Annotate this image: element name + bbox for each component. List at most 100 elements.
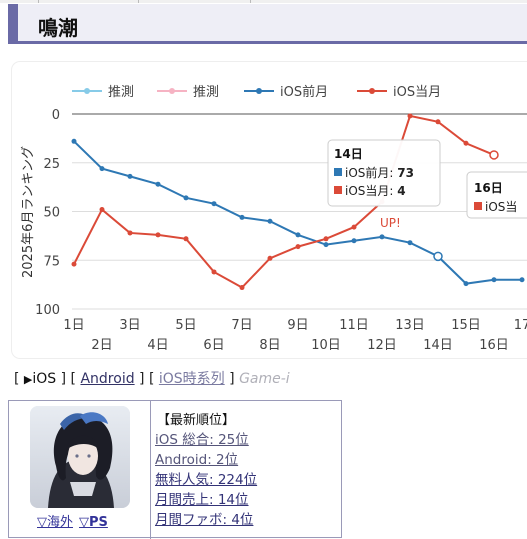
tooltip-swatch <box>474 202 482 210</box>
overseas-link[interactable]: ▽海外 <box>37 515 73 530</box>
x-tick-label: 3日 <box>119 318 140 333</box>
x-tick-label: 7日 <box>231 318 252 333</box>
tab-ios-series[interactable]: iOS時系列 <box>158 371 225 387</box>
data-point <box>407 113 413 119</box>
legend-label-2: iOS前月 <box>280 84 328 100</box>
tab-ios[interactable]: iOS <box>32 371 57 387</box>
data-point <box>183 236 189 242</box>
latest-rank-heading: 【最新順位】 <box>157 413 236 428</box>
tooltip-row: iOS当月: 4 <box>345 184 406 198</box>
rank-item: 月間売上: 14位 <box>155 490 257 510</box>
data-point <box>183 195 189 201</box>
x-tick-label: 1日 <box>63 318 84 333</box>
rank-free-link[interactable]: 無料人気: 224位 <box>155 472 258 488</box>
tab-android[interactable]: Android <box>80 371 135 387</box>
x-tick-label: 12日 <box>367 338 397 353</box>
tooltip-row: iOS前月: 73 <box>345 165 414 180</box>
x-tick-label: 16日 <box>479 338 509 353</box>
data-point <box>127 173 133 179</box>
y-tick-label: 100 <box>35 303 60 318</box>
data-point <box>295 244 301 250</box>
data-point <box>99 166 105 172</box>
data-point <box>519 277 525 283</box>
tooltip-title: 16日 <box>474 181 503 195</box>
rank-ios-overall-link[interactable]: iOS 総合: 25位 <box>155 432 249 448</box>
series-line-1 <box>73 114 495 289</box>
tab-bracket: ] <box>224 371 240 387</box>
data-point <box>239 214 245 220</box>
ranking-chart-panel: 推測 推測 iOS前月 iOS当月 0 25 50 75 100 2025年6月ランキング 1日 3日… <box>12 62 527 358</box>
tooltip-14 <box>327 139 441 207</box>
game-character-image[interactable] <box>30 406 130 508</box>
region-links: ▽海外 ▽PS <box>37 511 108 530</box>
platform-tabs: [ ▶iOS ] [ Android ] [ iOS時系列 ] Game-i <box>14 368 290 388</box>
legend-label-3: iOS当月 <box>393 85 441 100</box>
data-point <box>491 277 497 283</box>
data-point <box>211 269 217 275</box>
data-point <box>239 285 245 291</box>
data-point <box>155 232 161 238</box>
x-tick-label: 13日 <box>395 318 425 333</box>
rank-item: Android: 2位 <box>155 450 257 470</box>
legend-marker-1 <box>169 88 175 94</box>
data-point <box>463 281 469 287</box>
x-tick-label: 8日 <box>259 338 280 353</box>
data-point <box>433 251 443 262</box>
data-point <box>127 230 133 236</box>
tooltip-row: iOS当 <box>485 200 517 214</box>
x-tick-label: 9日 <box>287 318 308 333</box>
data-point <box>489 150 499 160</box>
x-tick-label: 10日 <box>311 338 341 353</box>
rank-list: iOS 総合: 25位 Android: 2位 無料人気: 224位 月間売上:… <box>155 430 257 530</box>
rank-monthly-sales-link[interactable]: 月間売上: 14位 <box>155 492 249 508</box>
legend-marker-3 <box>369 88 375 94</box>
legend-marker-2 <box>256 88 262 94</box>
tooltip-16 <box>466 171 527 219</box>
data-point <box>267 218 273 224</box>
rank-item: iOS 総合: 25位 <box>155 430 257 450</box>
up-annotation: UP! <box>380 216 401 230</box>
data-point <box>463 140 469 146</box>
x-tick-label: 4日 <box>147 338 168 353</box>
page-header: 鳴潮 <box>8 4 527 44</box>
data-point <box>379 234 385 240</box>
data-point <box>407 240 413 246</box>
y-tick-label: 75 <box>43 254 60 269</box>
y-axis-label: 2025年6月ランキング <box>21 146 36 278</box>
legend-label-0: 推測 <box>108 85 134 100</box>
x-tick-label: 2日 <box>91 338 112 353</box>
data-point <box>211 201 217 207</box>
ps-link[interactable]: ▽PS <box>79 515 108 530</box>
rank-item: 月間ファボ: 4位 <box>155 510 257 530</box>
tab-bracket: [ <box>14 371 24 387</box>
x-tick-label: 15日 <box>451 318 481 333</box>
selected-marker-icon: ▶ <box>23 373 33 386</box>
table-divider <box>150 401 151 539</box>
x-tick-label: 5日 <box>175 318 196 333</box>
data-point <box>71 138 77 144</box>
y-tick-label: 50 <box>43 206 60 221</box>
tooltip-swatch <box>334 186 342 194</box>
x-tick-label: 17 <box>514 318 527 333</box>
tooltip-swatch <box>334 168 342 176</box>
data-point <box>351 224 357 230</box>
page-title: 鳴潮 <box>38 16 78 40</box>
data-point <box>99 207 105 213</box>
rank-monthly-fav-link[interactable]: 月間ファボ: 4位 <box>155 512 254 528</box>
legend-label-1: 推測 <box>193 85 219 100</box>
data-point <box>351 238 357 244</box>
rank-item: 無料人気: 224位 <box>155 470 257 490</box>
game-info-table: ▽海外 ▽PS 【最新順位】 iOS 総合: 25位 Android: 2位 無料… <box>8 400 342 539</box>
x-tick-label: 11日 <box>339 318 369 333</box>
data-point <box>71 261 77 267</box>
tab-bracket: ] [ <box>134 371 159 387</box>
y-tick-label: 25 <box>43 157 60 172</box>
top-nav-strip <box>0 0 527 3</box>
tab-game-i: Game-i <box>239 371 290 387</box>
x-tick-label: 6日 <box>203 338 224 353</box>
data-point <box>323 242 329 248</box>
data-point <box>155 181 161 187</box>
rank-android-link[interactable]: Android: 2位 <box>155 452 239 468</box>
ranking-chart[interactable]: 推測 推測 iOS前月 iOS当月 0 25 50 75 100 2025年6月ランキング 1日 3日… <box>12 62 527 358</box>
data-point <box>295 232 301 238</box>
